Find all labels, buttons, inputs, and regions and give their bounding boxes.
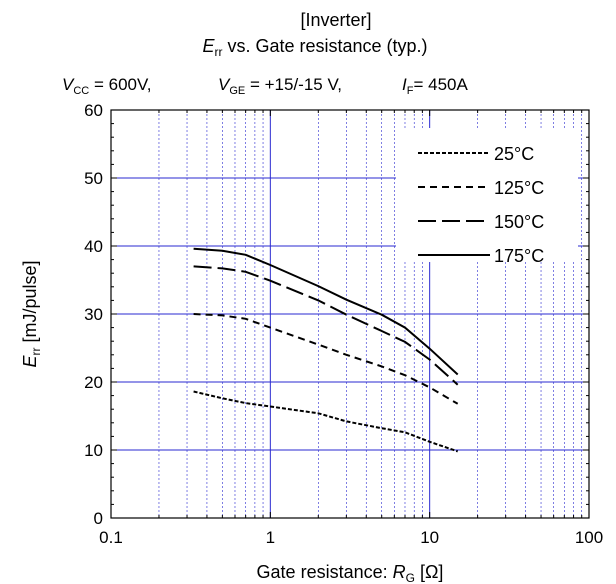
x-tick-label: 100: [575, 528, 603, 547]
condition-if: IF= 450A: [402, 75, 468, 97]
series-lines: [194, 249, 458, 452]
condition-vge: VGE = +15/-15 V,: [218, 75, 342, 97]
y-tick-label: 10: [84, 441, 103, 460]
y-tick-label: 20: [84, 373, 103, 392]
series-line-125c: [194, 314, 458, 404]
legend: 25°C 125°C 150°C 175°C: [396, 128, 578, 266]
series-line-150c: [194, 266, 458, 384]
legend-label: 150°C: [494, 212, 544, 232]
legend-label: 25°C: [494, 144, 534, 164]
chart-title-line1: [Inverter]: [300, 10, 371, 30]
y-axis-label: Err [mJ/pulse]: [20, 260, 43, 367]
chart-title-line2: Err vs. Gate resistance (typ.): [202, 36, 427, 59]
x-tick-label: 10: [420, 528, 439, 547]
legend-label: 175°C: [494, 246, 544, 266]
series-line-25c: [194, 392, 458, 452]
y-tick-label: 40: [84, 237, 103, 256]
y-tick-label: 60: [84, 101, 103, 120]
y-tick-label: 30: [84, 305, 103, 324]
condition-vcc: VCC = 600V,: [62, 75, 151, 97]
x-tick-label: 1: [266, 528, 275, 547]
y-tick-label: 50: [84, 169, 103, 188]
y-tick-label: 0: [94, 509, 103, 528]
legend-box: [396, 128, 578, 262]
x-tick-label: 0.1: [99, 528, 123, 547]
x-axis-label: Gate resistance: RG [Ω]: [257, 562, 444, 584]
legend-label: 125°C: [494, 178, 544, 198]
series-line-175c: [194, 249, 458, 375]
